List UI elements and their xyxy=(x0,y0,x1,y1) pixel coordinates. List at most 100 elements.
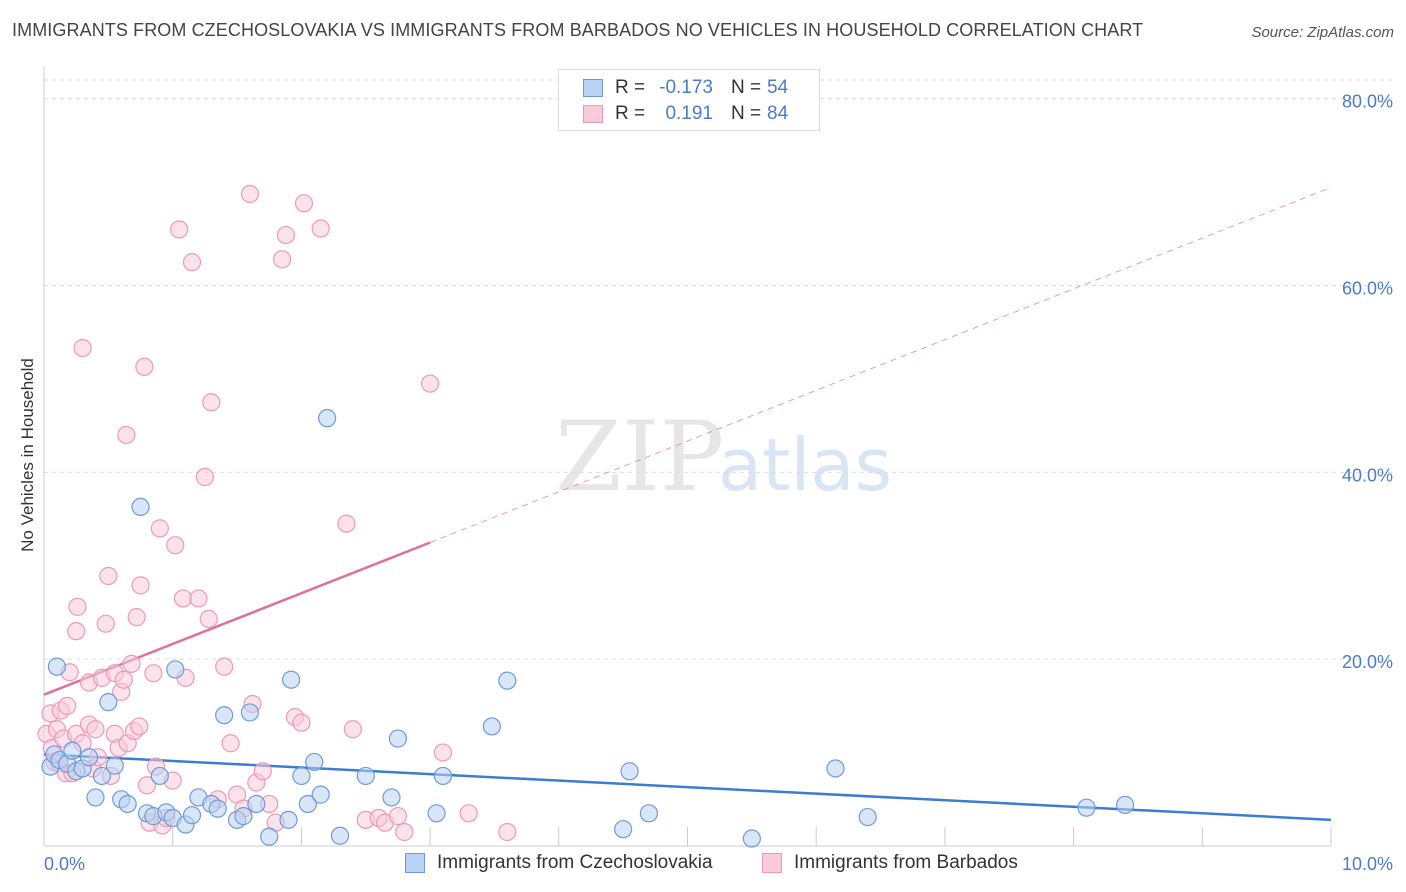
y-tick-label: 20.0% xyxy=(1342,652,1393,672)
legend-swatch-barbados xyxy=(583,105,603,123)
barbados-point xyxy=(166,536,185,555)
barbados-point xyxy=(117,425,136,445)
barbados-point xyxy=(433,743,453,762)
barbados-point xyxy=(135,357,154,376)
barbados-point xyxy=(343,720,362,739)
barbados-point xyxy=(294,194,314,213)
series-label-barbados: Immigrants from Barbados xyxy=(794,852,1018,873)
legend-row-barbados: R = 0.191 N = 84 xyxy=(583,102,788,126)
barbados-point xyxy=(86,720,105,739)
axes xyxy=(43,66,1332,847)
barbados-trend-extension xyxy=(429,186,1332,543)
barbados-point xyxy=(395,822,414,842)
czech-point xyxy=(150,766,169,786)
czech-point xyxy=(858,807,877,827)
czech-point xyxy=(282,670,301,689)
correlation-legend: R = -0.173 N = 54 R = 0.191 N = 84 xyxy=(558,69,820,131)
czech-point xyxy=(79,748,99,767)
czech-point xyxy=(215,706,234,725)
czech-point xyxy=(318,409,337,428)
czech-point xyxy=(131,497,150,517)
watermark-atlas: atlas xyxy=(718,423,892,507)
czech-point xyxy=(356,766,375,786)
czech-point xyxy=(298,794,317,814)
czech-point xyxy=(498,671,517,690)
czech-point xyxy=(305,752,324,772)
czech-point xyxy=(388,729,408,748)
x-tick-label: 10.0% xyxy=(1342,854,1393,874)
czech-point xyxy=(433,766,453,786)
czech-point xyxy=(240,703,260,722)
watermark: ZIP atlas xyxy=(555,401,892,513)
barbados-point xyxy=(173,589,193,608)
legend-r-value: -0.173 xyxy=(659,77,713,98)
barbados-point xyxy=(240,184,260,204)
barbados-point xyxy=(498,822,517,842)
y-tick-label: 40.0% xyxy=(1342,465,1393,485)
legend-r-label: R = xyxy=(615,103,646,124)
czech-point xyxy=(47,657,66,676)
czech-point xyxy=(614,820,633,839)
barbados-point xyxy=(170,220,189,239)
series-label-czech: Immigrants from Czechoslovakia xyxy=(437,852,713,873)
barbados-point xyxy=(130,717,149,736)
series-legend-czech[interactable]: Immigrants from Czechoslovakia xyxy=(405,852,713,874)
watermark-zip: ZIP xyxy=(555,401,724,513)
barbados-point xyxy=(272,250,292,269)
barbados-point xyxy=(144,664,163,683)
barbados-point xyxy=(150,519,169,538)
czech-point xyxy=(166,660,185,679)
barbados-point xyxy=(73,339,92,358)
barbados-point xyxy=(189,589,208,608)
y-tick-label: 60.0% xyxy=(1342,279,1393,299)
czech-point xyxy=(208,799,227,818)
y-tick-labels: 20.0% 40.0% 60.0% 80.0% xyxy=(1342,92,1393,672)
legend-swatch-czech xyxy=(583,79,603,97)
czech-point xyxy=(63,741,82,760)
czech-point xyxy=(620,762,639,781)
barbados-point xyxy=(99,566,118,586)
czech-point xyxy=(92,766,112,786)
barbados-point xyxy=(67,622,86,641)
czech-point xyxy=(234,807,253,826)
series-legend-barbados[interactable]: Immigrants from Barbados xyxy=(762,852,1018,874)
series-swatch-czech xyxy=(405,853,425,873)
grid xyxy=(44,79,1393,660)
barbados-point xyxy=(58,696,77,715)
barbados-point xyxy=(253,762,272,781)
czech-point xyxy=(247,794,266,814)
czech-point xyxy=(482,717,501,736)
legend-r-value: 0.191 xyxy=(665,103,713,124)
barbados-point xyxy=(127,608,146,627)
barbados-point xyxy=(459,804,478,823)
czech-point xyxy=(330,826,350,845)
barbados-point xyxy=(215,657,234,676)
barbados-point xyxy=(182,253,202,272)
barbados-point xyxy=(276,225,296,245)
barbados-point xyxy=(421,374,440,393)
legend-n-value: 54 xyxy=(767,77,789,98)
czech-point xyxy=(260,827,279,846)
czech-point xyxy=(292,766,311,786)
barbados-point xyxy=(68,597,87,616)
legend-row-czech: R = -0.173 N = 54 xyxy=(583,76,788,100)
legend-n-label: N = xyxy=(731,103,762,124)
czech-point xyxy=(639,804,658,823)
series-swatch-barbados xyxy=(762,853,782,873)
series-legend: Immigrants from Czechoslovakia Immigrant… xyxy=(0,852,1406,878)
barbados-point xyxy=(131,576,150,595)
czech-point xyxy=(279,810,298,829)
barbados-points xyxy=(37,184,517,842)
barbados-point xyxy=(292,713,311,732)
barbados-point xyxy=(195,467,214,487)
barbados-point xyxy=(96,614,115,633)
legend-n-label: N = xyxy=(731,77,762,98)
chart-title: IMMIGRANTS FROM CZECHOSLOVAKIA VS IMMIGR… xyxy=(12,20,1144,40)
barbados-point xyxy=(337,514,356,533)
czech-point xyxy=(99,693,118,712)
barbados-point xyxy=(202,393,221,412)
barbados-point xyxy=(388,807,408,826)
czech-point xyxy=(105,756,124,775)
barbados-point xyxy=(114,670,133,689)
